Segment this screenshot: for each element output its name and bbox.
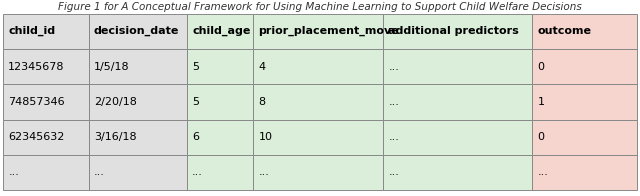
- Text: ...: ...: [388, 132, 399, 142]
- Bar: [89, 14, 187, 49]
- Text: 74857346: 74857346: [8, 97, 65, 107]
- Text: 2/20/18: 2/20/18: [94, 97, 137, 107]
- Text: 5: 5: [192, 97, 199, 107]
- Text: 4: 4: [259, 62, 266, 72]
- Text: 8: 8: [259, 97, 266, 107]
- Bar: [3, 49, 89, 84]
- Text: 0: 0: [538, 132, 545, 142]
- Bar: [532, 155, 637, 190]
- Bar: [383, 120, 532, 155]
- Bar: [187, 49, 253, 84]
- Text: decision_date: decision_date: [94, 26, 179, 36]
- Text: ...: ...: [388, 62, 399, 72]
- Text: 6: 6: [192, 132, 199, 142]
- Text: ...: ...: [8, 167, 19, 178]
- Bar: [89, 49, 187, 84]
- Text: 62345632: 62345632: [8, 132, 65, 142]
- Bar: [89, 155, 187, 190]
- Bar: [532, 120, 637, 155]
- Text: 1: 1: [538, 97, 545, 107]
- Text: 10: 10: [259, 132, 273, 142]
- Bar: [253, 120, 383, 155]
- Text: 5: 5: [192, 62, 199, 72]
- Bar: [253, 155, 383, 190]
- Bar: [3, 155, 89, 190]
- Text: child_age: child_age: [192, 26, 250, 36]
- Text: additional predictors: additional predictors: [388, 26, 519, 36]
- Bar: [383, 49, 532, 84]
- Bar: [253, 49, 383, 84]
- Bar: [187, 84, 253, 120]
- Bar: [187, 120, 253, 155]
- Bar: [532, 49, 637, 84]
- Bar: [532, 84, 637, 120]
- Text: ...: ...: [192, 167, 203, 178]
- Text: 12345678: 12345678: [8, 62, 65, 72]
- Text: ...: ...: [538, 167, 548, 178]
- Bar: [253, 84, 383, 120]
- Bar: [187, 155, 253, 190]
- Bar: [253, 14, 383, 49]
- Text: child_id: child_id: [8, 26, 56, 36]
- Text: 1/5/18: 1/5/18: [94, 62, 129, 72]
- Bar: [3, 14, 89, 49]
- Bar: [383, 155, 532, 190]
- Text: Figure 1 for A Conceptual Framework for Using Machine Learning to Support Child : Figure 1 for A Conceptual Framework for …: [58, 2, 582, 12]
- Bar: [3, 120, 89, 155]
- Text: ...: ...: [259, 167, 269, 178]
- Text: prior_placement_move: prior_placement_move: [259, 26, 399, 36]
- Bar: [3, 84, 89, 120]
- Bar: [532, 14, 637, 49]
- Text: ...: ...: [388, 97, 399, 107]
- Bar: [383, 14, 532, 49]
- Text: 0: 0: [538, 62, 545, 72]
- Bar: [89, 84, 187, 120]
- Bar: [383, 84, 532, 120]
- Bar: [89, 120, 187, 155]
- Text: ...: ...: [388, 167, 399, 178]
- Text: outcome: outcome: [538, 26, 591, 36]
- Bar: [187, 14, 253, 49]
- Text: 3/16/18: 3/16/18: [94, 132, 136, 142]
- Text: ...: ...: [94, 167, 105, 178]
